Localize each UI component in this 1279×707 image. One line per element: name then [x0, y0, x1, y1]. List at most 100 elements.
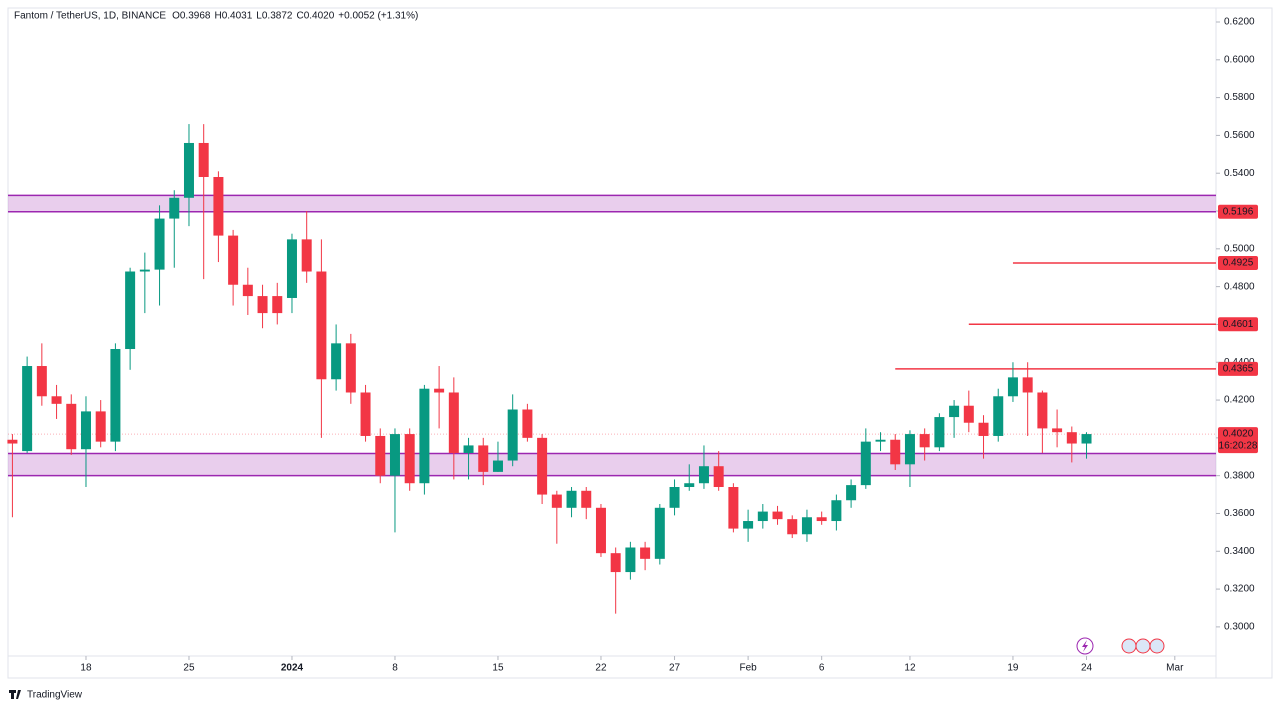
candle-body	[257, 296, 268, 314]
ohlc-value: 0.4020	[304, 11, 335, 22]
ohlc-value: 0.3872	[262, 11, 293, 22]
candle-body	[595, 507, 606, 554]
candle-body	[904, 434, 915, 465]
brand-name: TradingView	[27, 690, 83, 701]
x-tick-label: 15	[492, 663, 504, 674]
zone	[8, 195, 1216, 212]
ohlc-key: H	[214, 11, 221, 22]
candle-body	[316, 271, 327, 380]
candle-body	[125, 271, 136, 350]
candle-body	[831, 500, 842, 522]
price-label: 0.4020	[1223, 429, 1254, 440]
candle-body	[684, 483, 695, 488]
candle-body	[640, 547, 651, 559]
flag-icon[interactable]	[1121, 638, 1137, 654]
y-tick-label: 0.4800	[1224, 281, 1255, 292]
y-tick-label: 0.3200	[1224, 584, 1255, 595]
candle-body	[816, 517, 827, 522]
price-label: 0.4925	[1223, 258, 1254, 269]
candle-body	[331, 343, 342, 380]
candle-body	[772, 511, 783, 520]
candle-body	[228, 235, 239, 285]
legend: Fantom / TetherUS, 1D, BINANCE	[14, 11, 166, 22]
candle-body	[213, 176, 224, 236]
candle-body	[919, 434, 930, 448]
candle-body	[95, 411, 106, 442]
candle-body	[198, 142, 209, 177]
candle-body	[139, 269, 150, 272]
flag-icon[interactable]	[1135, 638, 1151, 654]
candle-body	[169, 197, 180, 219]
candle-body	[581, 490, 592, 508]
chart-frame	[7, 7, 1273, 679]
x-tick-label: 12	[904, 663, 916, 674]
candle-body	[934, 417, 945, 448]
change: +0.0052 (+1.31%)	[338, 11, 418, 22]
candle-body	[743, 521, 754, 529]
candle-body	[345, 343, 356, 393]
x-tick-label: Feb	[739, 663, 757, 674]
candle-body	[566, 490, 577, 508]
candle-body	[66, 403, 77, 450]
candle-body	[949, 405, 960, 418]
countdown: 16:20:28	[1219, 441, 1258, 452]
price-label-box	[1218, 256, 1258, 271]
x-tick-label: 24	[1081, 663, 1093, 674]
candle-body	[978, 422, 989, 436]
candle-body	[551, 494, 562, 508]
candle-body	[507, 409, 518, 461]
candle-body	[434, 388, 445, 393]
x-tick-label: Mar	[1166, 663, 1184, 674]
candle-body	[669, 487, 680, 508]
x-tick-label: 8	[392, 663, 398, 674]
zone	[8, 453, 1216, 476]
candle-body	[110, 349, 121, 442]
candle-body	[1022, 377, 1033, 393]
x-tick-label: 2024	[281, 663, 304, 674]
candle-body	[537, 437, 548, 495]
candle-body	[698, 466, 709, 484]
candle-body	[654, 507, 665, 559]
y-tick-label: 0.3800	[1224, 470, 1255, 481]
candle-body	[51, 396, 62, 404]
ohlc-key: C	[296, 11, 303, 22]
price-label: 0.4601	[1223, 319, 1254, 330]
candle-body	[183, 142, 194, 198]
ohlc-key: L	[256, 11, 262, 22]
candle-body	[713, 466, 724, 488]
candle-body	[787, 519, 798, 535]
y-tick-label: 0.4200	[1224, 395, 1255, 406]
brand: TradingView	[9, 690, 83, 701]
candle-body	[404, 434, 415, 484]
candle-body	[286, 239, 297, 298]
candle-body	[1052, 428, 1063, 433]
candle-body	[1066, 432, 1077, 444]
candle-body	[993, 396, 1004, 436]
candle-body	[728, 487, 739, 529]
flag-icon[interactable]	[1149, 638, 1165, 654]
candle-body	[801, 517, 812, 535]
y-tick-label: 0.6200	[1224, 17, 1255, 28]
y-tick-label: 0.5400	[1224, 168, 1255, 179]
brand-logo	[9, 690, 21, 699]
y-tick-label: 0.3000	[1224, 622, 1255, 633]
ohlc-value: 0.3968	[180, 11, 211, 22]
candle-body	[875, 439, 886, 442]
y-tick-label: 0.5600	[1224, 130, 1255, 141]
candle-body	[389, 434, 400, 476]
x-tick-label: 22	[595, 663, 607, 674]
candle-body	[757, 511, 768, 522]
price-label: 0.5196	[1223, 206, 1254, 217]
y-tick-label: 0.3600	[1224, 508, 1255, 519]
candle-body	[522, 409, 533, 438]
symbol: Fantom / TetherUS, 1D, BINANCE	[14, 11, 166, 22]
candle-body	[478, 445, 489, 472]
event-icons	[1076, 637, 1165, 655]
candle-body	[36, 366, 47, 397]
candle-body	[625, 547, 636, 573]
price-label-box	[1218, 427, 1258, 454]
candle-body	[272, 296, 283, 314]
x-tick-label: 25	[183, 663, 195, 674]
candle-body	[610, 553, 621, 573]
